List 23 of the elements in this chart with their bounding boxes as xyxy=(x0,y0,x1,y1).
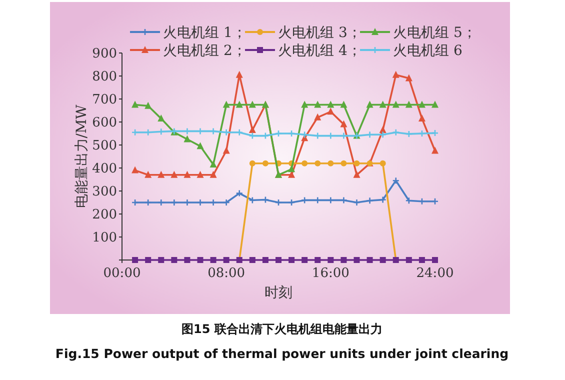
x-tick-label: 24:00 xyxy=(416,266,454,281)
legend-label: 火电机组 4； xyxy=(278,43,362,59)
text: 图15 联合出清下火电机组电能量出力 xyxy=(182,322,382,336)
legend-label: 火电机组 1； xyxy=(163,25,246,41)
x-tick-label: 08:00 xyxy=(208,266,246,281)
legend-label: 火电机组 3； xyxy=(278,25,362,41)
y-tick-label: 900 xyxy=(92,46,117,62)
y-axis-title: 电能量出力/MW xyxy=(74,104,90,208)
legend-label: 火电机组 2； xyxy=(163,43,246,59)
y-tick-label: 200 xyxy=(92,208,117,222)
y-tick-label: 100 xyxy=(92,230,117,246)
x-axis-title: 时刻 xyxy=(264,285,292,301)
x-tick-label: 16:00 xyxy=(312,266,350,281)
x-tick-label: 00:00 xyxy=(103,266,141,281)
y-tick-label: 600 xyxy=(92,116,117,130)
legend-label: 火电机组 6 xyxy=(393,43,462,59)
legend-label: 火电机组 5； xyxy=(393,25,476,41)
y-tick-label: 500 xyxy=(92,138,117,154)
y-tick-label: 700 xyxy=(92,92,117,108)
y-tick-label: 400 xyxy=(92,162,117,176)
y-tick-label: 300 xyxy=(92,184,117,200)
y-tick-label: 800 xyxy=(92,70,117,84)
text: Fig.15 Power output of thermal power units under joint clearing xyxy=(55,346,509,361)
